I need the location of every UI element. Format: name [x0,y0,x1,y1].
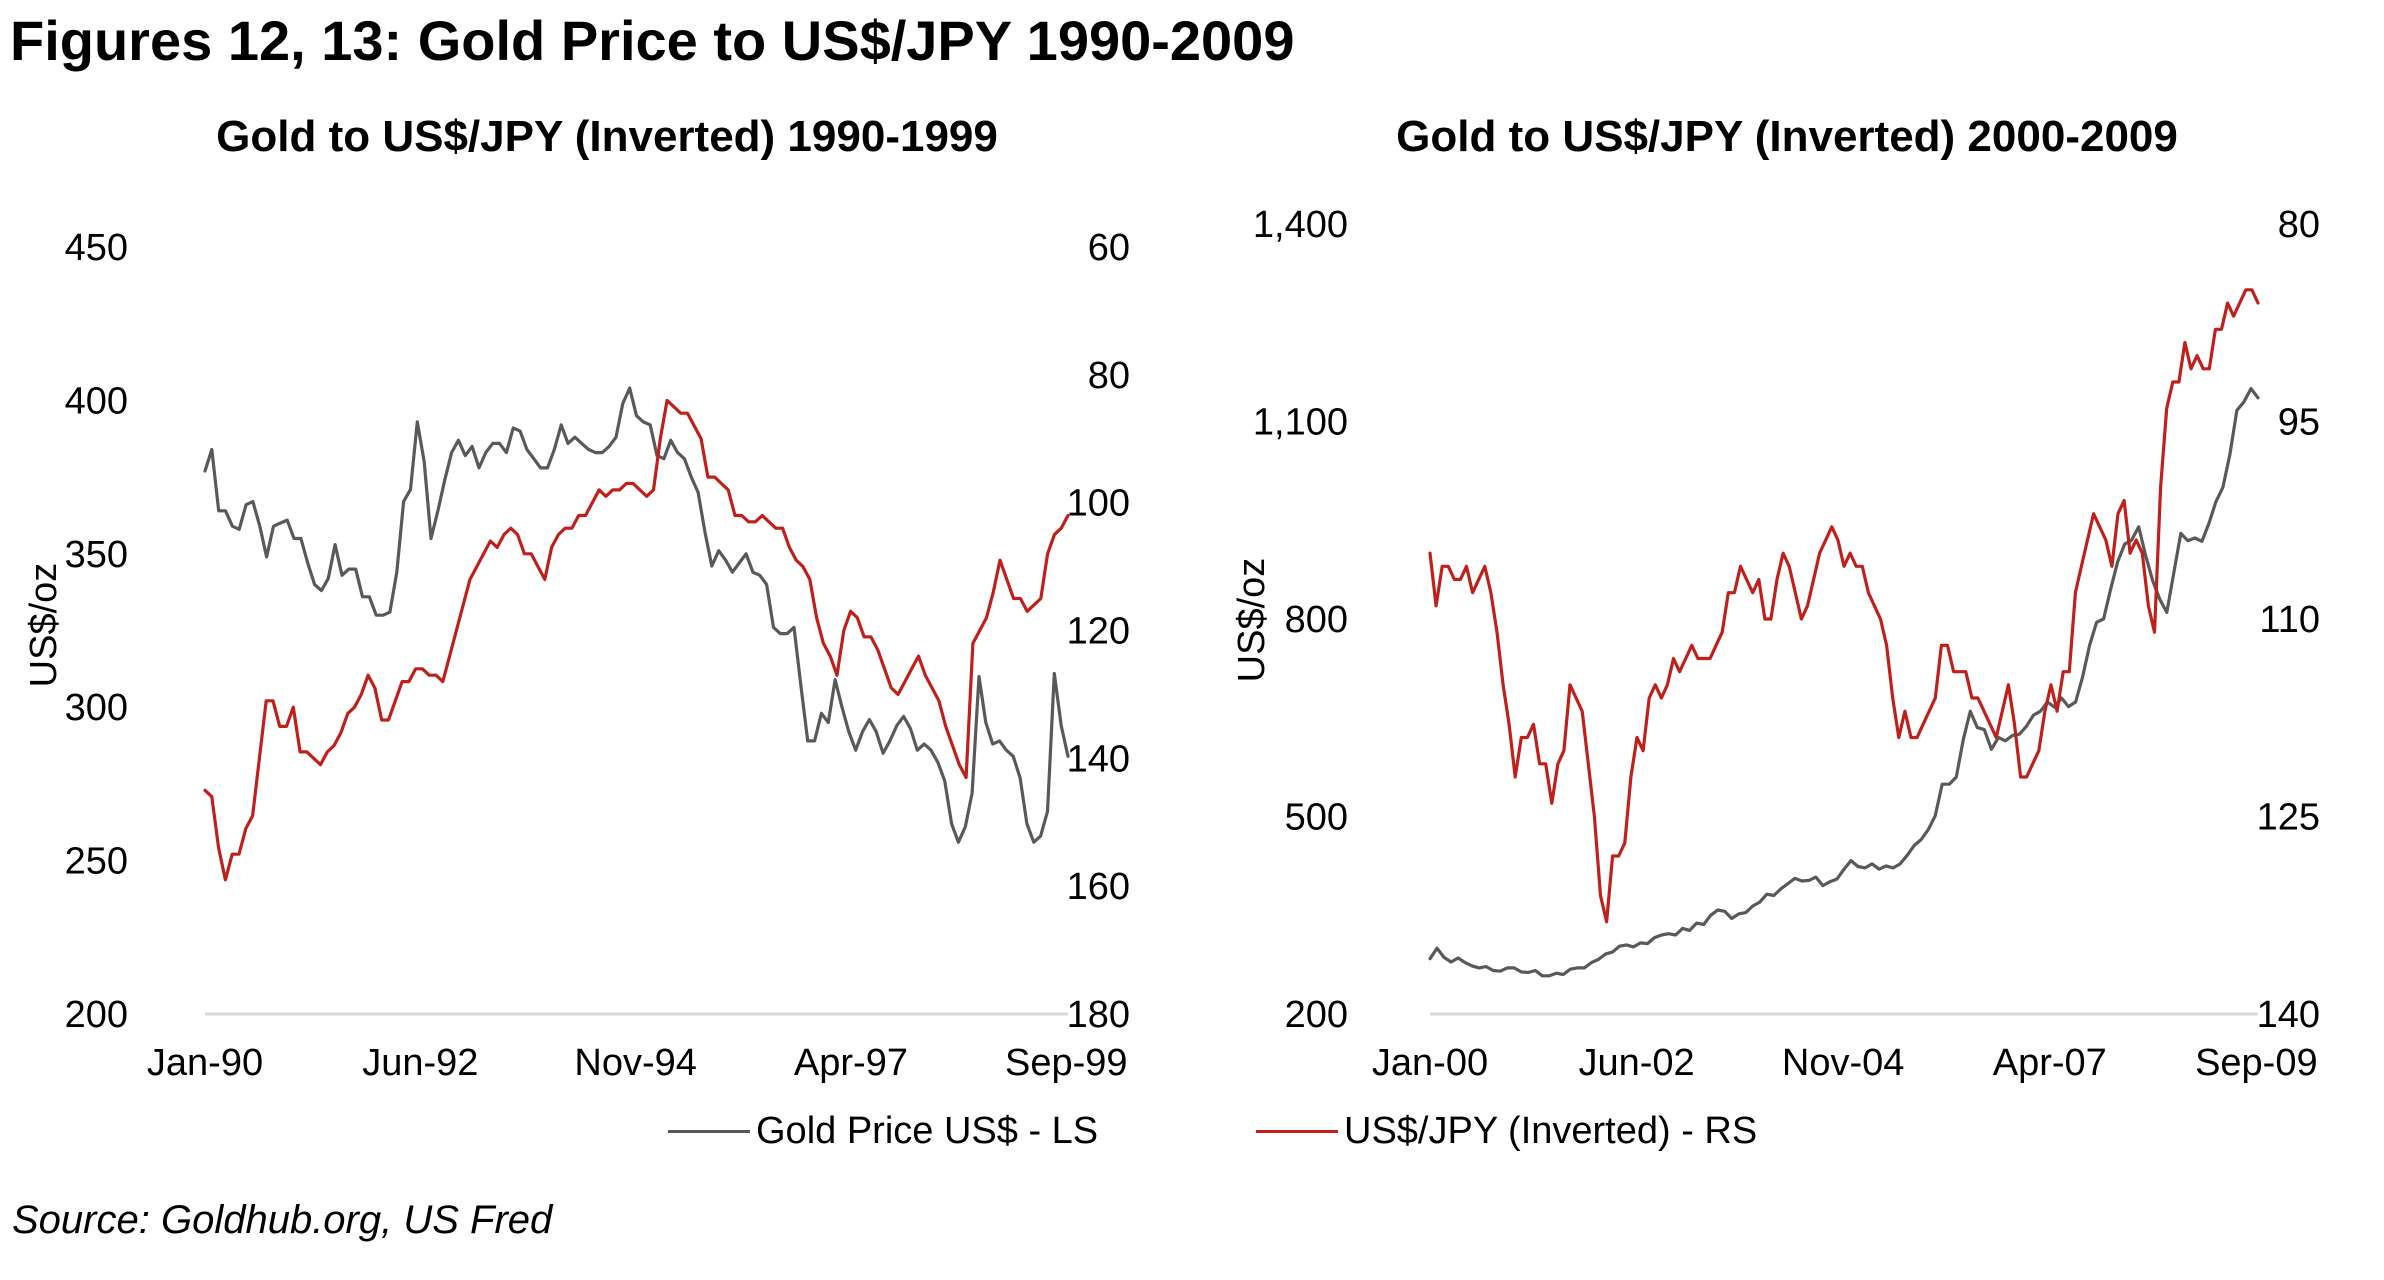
legend-gold-swatch [668,1130,750,1133]
gold-price-line [1428,387,2260,978]
y-tick-label: 1,100 [1253,402,1348,444]
x-tick-label: Jan-90 [147,1042,263,1084]
y2-tick-label: 100 [1067,483,1130,525]
y-tick-label: 200 [65,994,128,1036]
y-axis-label: US$/oz [1231,558,1273,683]
chart-1990-1999: Gold to US$/JPY (Inverted) 1990-1999 US$… [23,112,1130,1084]
chart-2000-2009: Gold to US$/JPY (Inverted) 2000-2009 US$… [1231,112,2320,1084]
legend-jpy-label: US$/JPY (Inverted) - RS [1344,1110,1758,1152]
y-tick-label: 500 [1285,797,1348,839]
y2-tick-label: 80 [1088,355,1130,397]
legend-gold: Gold Price US$ - LS [668,1110,1098,1153]
y-tick-label: 800 [1285,599,1348,641]
y2-tick-label: 95 [2278,402,2320,444]
x-tick-label: Apr-97 [794,1042,908,1084]
legend-jpy: US$/JPY (Inverted) - RS [1256,1110,1757,1153]
y2-tick-label: 140 [2257,994,2320,1036]
y-tick-label: 350 [65,534,128,576]
y-axis-label: US$/oz [23,563,65,688]
legend-jpy-swatch [1256,1130,1338,1133]
y2-tick-label: 80 [2278,204,2320,246]
x-tick-label: Jan-00 [1372,1042,1488,1084]
x-tick-label: Sep-09 [2195,1042,2318,1084]
y2-tick-label: 60 [1088,227,1130,269]
x-tick-label: Jun-02 [1578,1042,1694,1084]
y2-tick-label: 110 [2259,599,2320,641]
y-tick-label: 300 [65,687,128,729]
x-tick-label: Apr-07 [1993,1042,2107,1084]
y2-tick-label: 140 [1067,738,1130,780]
x-tick-label: Sep-99 [1005,1042,1128,1084]
y-tick-label: 250 [65,841,128,883]
y2-tick-label: 160 [1067,866,1130,908]
chart-title: Gold to US$/JPY (Inverted) 2000-2009 [1396,112,2178,161]
x-tick-label: Jun-92 [362,1042,478,1084]
usd-jpy-inverted-line [203,398,1070,882]
y2-tick-label: 125 [2257,797,2320,839]
y2-tick-label: 120 [1067,611,1130,653]
y-tick-label: 1,400 [1253,204,1348,246]
y-tick-label: 450 [65,227,128,269]
x-tick-label: Nov-94 [574,1042,697,1084]
figure-title: Figures 12, 13: Gold Price to US$/JPY 19… [10,9,1295,72]
legend-gold-label: Gold Price US$ - LS [756,1110,1099,1152]
x-tick-label: Nov-04 [1782,1042,1905,1084]
y-tick-label: 400 [65,380,128,422]
y2-tick-label: 180 [1067,994,1130,1036]
usd-jpy-inverted-line [1428,288,2260,924]
y-tick-label: 200 [1285,994,1348,1036]
source-note: Source: Goldhub.org, US Fred [12,1198,553,1242]
chart-title: Gold to US$/JPY (Inverted) 1990-1999 [216,112,998,161]
gold-price-line [203,386,1070,844]
